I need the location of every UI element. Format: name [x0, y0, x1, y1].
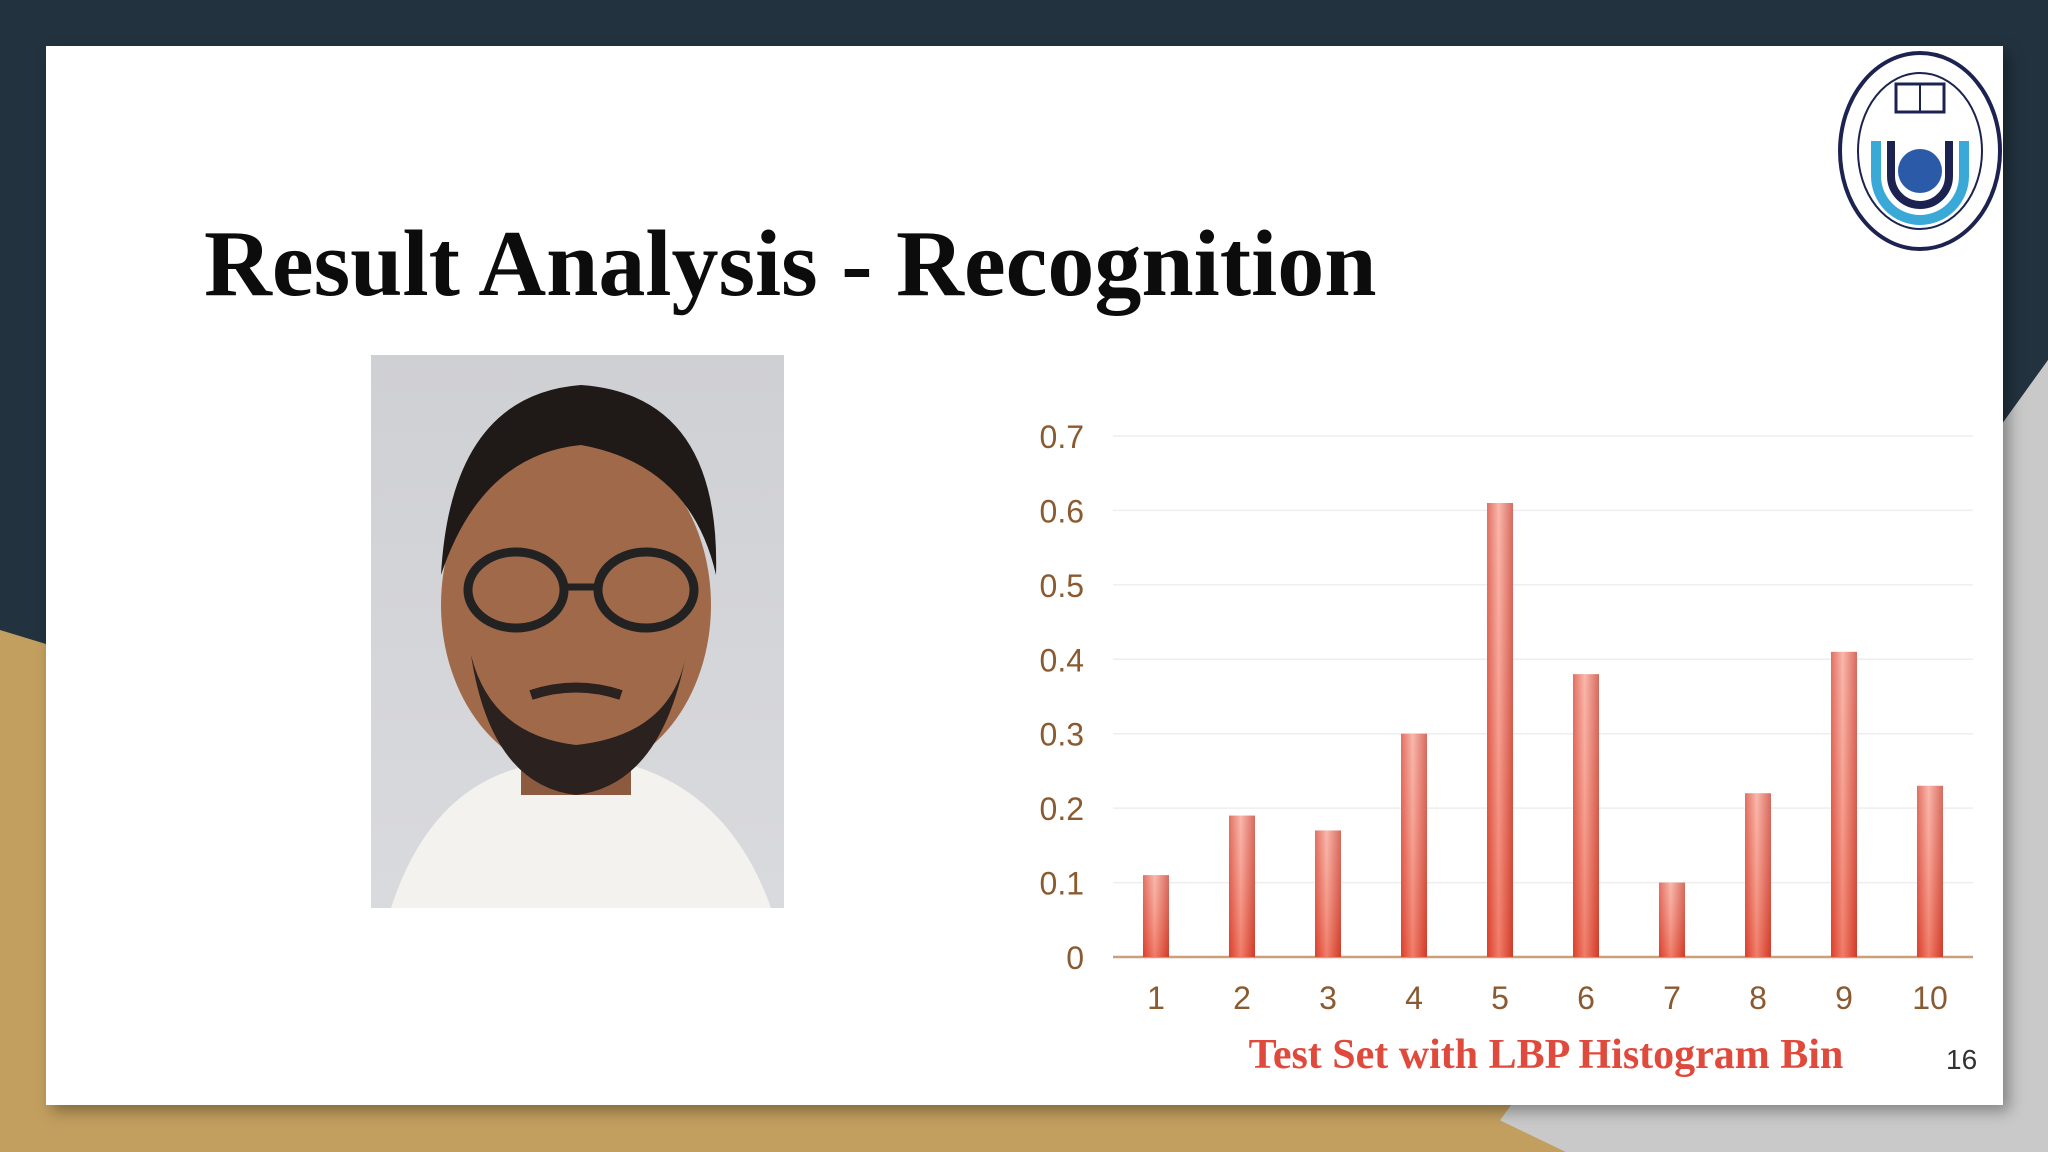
- bar-shade: [1659, 882, 1685, 957]
- y-tick-label: 0: [1066, 940, 1084, 976]
- bar-shade: [1143, 875, 1169, 957]
- slide-title: Result Analysis - Recognition: [204, 212, 1377, 316]
- y-tick-label: 0.1: [1040, 866, 1084, 902]
- page-number: 16: [1946, 1044, 1978, 1075]
- x-tick-label: 8: [1749, 980, 1767, 1016]
- portrait-photo: [371, 355, 784, 908]
- x-tick-label: 5: [1491, 980, 1509, 1016]
- bar-shade: [1917, 785, 1943, 957]
- bar-shade: [1315, 830, 1341, 957]
- x-tick-label: 2: [1233, 980, 1251, 1016]
- y-tick-label: 0.2: [1040, 791, 1084, 827]
- y-tick-label: 0.6: [1040, 493, 1084, 529]
- gold-decoration: [0, 630, 46, 1152]
- x-tick-label: 4: [1405, 980, 1423, 1016]
- y-tick-label: 0.4: [1040, 642, 1084, 678]
- bar-shade: [1229, 815, 1255, 957]
- x-axis-title: Test Set with LBP Histogram Bin: [1249, 1032, 1844, 1078]
- bar-shade: [1831, 651, 1857, 957]
- y-tick-label: 0.5: [1040, 568, 1084, 604]
- gold-band: [0, 1100, 1650, 1152]
- y-tick-label: 0.7: [1040, 419, 1084, 455]
- bar-shade: [1573, 674, 1599, 957]
- x-tick-label: 1: [1147, 980, 1165, 1016]
- bar-shade: [1487, 502, 1513, 957]
- x-tick-label: 10: [1912, 980, 1948, 1016]
- x-tick-label: 9: [1835, 980, 1853, 1016]
- bar-chart: 0 0.1 0.2 0.3 0.4 0.5 0.6 0.7 1 2 3 4 5 6 7 8 9 10 Test …: [1040, 419, 1973, 1078]
- bar-shade: [1745, 793, 1771, 957]
- x-tick-label: 7: [1663, 980, 1681, 1016]
- bar-shade: [1401, 733, 1427, 957]
- x-tick-label: 6: [1577, 980, 1595, 1016]
- y-tick-label: 0.3: [1040, 717, 1084, 753]
- university-logo: [1838, 51, 2002, 251]
- x-tick-label: 3: [1319, 980, 1337, 1016]
- slide: Result Analysis - Recognition 0 0.1 0.2 0.3…: [46, 46, 2003, 1105]
